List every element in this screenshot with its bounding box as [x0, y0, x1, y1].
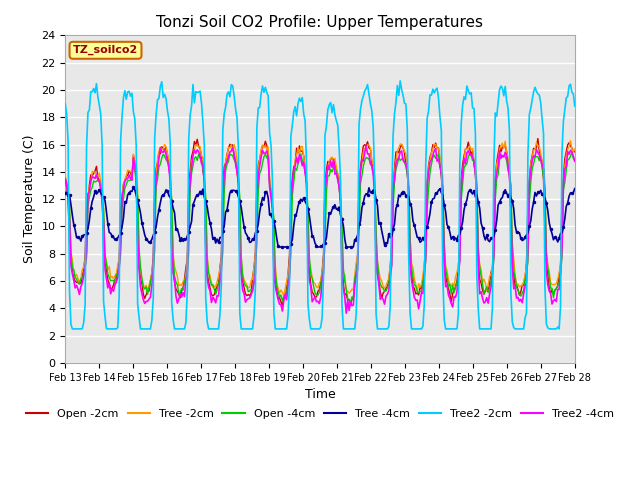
Tree2 -4cm [284, 282, 292, 288]
Open -4cm [544, 264, 552, 270]
Tree2 -4cm [230, 152, 238, 158]
Line: Tree2 -4cm: Tree2 -4cm [65, 146, 575, 313]
Open -4cm [230, 157, 238, 163]
Open -2cm [124, 172, 132, 178]
Open -2cm [278, 302, 286, 308]
Tree -2cm [571, 146, 579, 152]
Line: Open -2cm: Open -2cm [65, 139, 575, 305]
Tree2 -2cm [125, 88, 133, 94]
Line: Open -4cm: Open -4cm [65, 152, 575, 302]
Legend: Open -2cm, Tree -2cm, Open -4cm, Tree -4cm, Tree2 -2cm, Tree2 -4cm: Open -2cm, Tree -2cm, Open -4cm, Tree -4… [22, 404, 618, 423]
Tree -2cm [285, 259, 293, 264]
Open -4cm [124, 178, 132, 184]
Tree -4cm [287, 241, 295, 247]
Tree2 -4cm [124, 176, 132, 181]
Tree2 -2cm [240, 326, 248, 332]
X-axis label: Time: Time [305, 388, 335, 401]
Tree -4cm [232, 188, 239, 194]
Text: TZ_soilco2: TZ_soilco2 [73, 45, 138, 55]
Tree -2cm [213, 279, 221, 285]
Open -2cm [239, 278, 246, 284]
Tree -2cm [239, 272, 246, 277]
Tree2 -2cm [214, 326, 222, 332]
Tree2 -4cm [61, 176, 69, 182]
Tree2 -2cm [61, 101, 69, 107]
Open -2cm [213, 283, 221, 289]
Tree2 -4cm [213, 293, 221, 299]
Tree -2cm [124, 167, 132, 173]
Tree2 -2cm [68, 326, 76, 332]
Tree -2cm [61, 173, 69, 179]
Open -4cm [239, 273, 246, 278]
Open -2cm [285, 252, 293, 258]
Tree -4cm [276, 244, 284, 250]
Tree -4cm [124, 192, 132, 198]
Open -2cm [545, 285, 553, 290]
Tree -4cm [545, 220, 553, 226]
Open -2cm [61, 177, 69, 183]
Line: Tree -2cm: Tree -2cm [65, 141, 575, 296]
Tree -4cm [571, 186, 579, 192]
Open -2cm [230, 153, 238, 158]
Open -4cm [61, 183, 69, 189]
Tree -2cm [280, 293, 287, 299]
Tree2 -2cm [285, 280, 293, 286]
Tree2 -4cm [362, 143, 370, 149]
Open -4cm [213, 287, 221, 292]
Tree -4cm [61, 190, 69, 196]
Tree2 -2cm [571, 103, 579, 109]
Line: Tree -4cm: Tree -4cm [64, 186, 576, 248]
Tree2 -2cm [545, 326, 553, 332]
Open -2cm [534, 136, 541, 142]
Tree2 -4cm [545, 288, 553, 294]
Tree -2cm [230, 142, 238, 147]
Tree2 -4cm [239, 288, 246, 293]
Tree -4cm [240, 224, 248, 230]
Open -4cm [568, 149, 576, 155]
Tree2 -4cm [571, 158, 579, 164]
Open -4cm [347, 300, 355, 305]
Open -4cm [571, 157, 579, 163]
Tree -2cm [544, 262, 552, 268]
Tree -4cm [129, 185, 137, 191]
Line: Tree2 -2cm: Tree2 -2cm [65, 81, 575, 329]
Tree2 -2cm [232, 106, 239, 112]
Open -4cm [284, 278, 292, 284]
Tree -2cm [566, 138, 574, 144]
Y-axis label: Soil Temperature (C): Soil Temperature (C) [23, 135, 36, 264]
Tree -4cm [214, 240, 222, 245]
Open -2cm [571, 149, 579, 155]
Tree2 -2cm [396, 78, 404, 84]
Tree2 -4cm [342, 311, 350, 316]
Title: Tonzi Soil CO2 Profile: Upper Temperatures: Tonzi Soil CO2 Profile: Upper Temperatur… [157, 15, 483, 30]
